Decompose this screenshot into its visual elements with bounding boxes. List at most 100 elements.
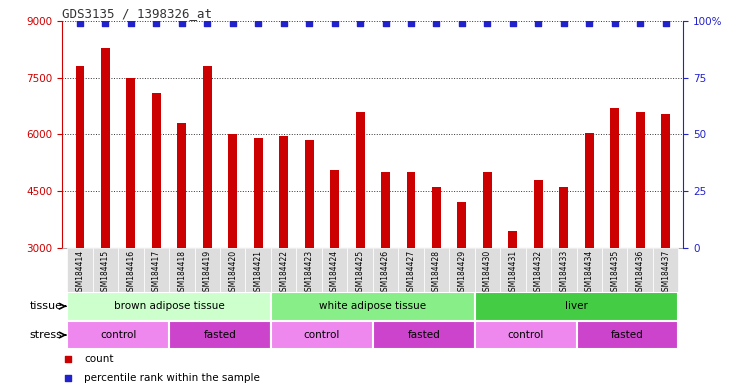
Text: white adipose tissue: white adipose tissue	[319, 301, 426, 311]
Text: GSM184417: GSM184417	[152, 250, 161, 296]
Bar	[424, 248, 450, 292]
Point	[405, 20, 417, 26]
Bar	[398, 248, 424, 292]
Bar	[67, 292, 271, 321]
Text: GSM184435: GSM184435	[610, 250, 619, 296]
Text: count: count	[84, 354, 113, 364]
Bar	[381, 172, 390, 248]
Text: GSM184430: GSM184430	[483, 250, 492, 296]
Text: GSM184431: GSM184431	[508, 250, 518, 296]
Bar	[126, 78, 135, 248]
Bar	[474, 321, 577, 349]
Bar	[305, 140, 314, 248]
Bar	[577, 248, 602, 292]
Bar	[373, 248, 398, 292]
Point	[532, 20, 544, 26]
Text: fasted: fasted	[407, 330, 440, 340]
Point	[329, 20, 341, 26]
Bar	[322, 248, 347, 292]
Bar	[432, 187, 441, 248]
Bar	[559, 187, 568, 248]
Bar	[220, 248, 246, 292]
Bar	[577, 321, 678, 349]
Bar	[551, 248, 577, 292]
Bar	[169, 248, 194, 292]
Bar	[627, 248, 653, 292]
Bar	[271, 292, 474, 321]
Bar	[143, 248, 169, 292]
Bar	[228, 134, 237, 248]
Text: GSM184429: GSM184429	[458, 250, 466, 296]
Bar	[509, 231, 518, 248]
Bar	[279, 136, 288, 248]
Bar	[246, 248, 271, 292]
Text: GSM184426: GSM184426	[381, 250, 390, 296]
Point	[125, 20, 137, 26]
Bar	[373, 321, 474, 349]
Text: GSM184437: GSM184437	[661, 250, 670, 296]
Point	[355, 20, 366, 26]
Point	[202, 20, 213, 26]
Bar	[500, 248, 526, 292]
Bar	[75, 66, 84, 248]
Text: GSM184419: GSM184419	[202, 250, 212, 296]
Text: GSM184433: GSM184433	[559, 250, 568, 296]
Point	[99, 20, 111, 26]
Point	[431, 20, 442, 26]
Bar	[474, 248, 500, 292]
Text: GSM184432: GSM184432	[534, 250, 543, 296]
Point	[62, 356, 75, 362]
Point	[62, 375, 75, 381]
Point	[151, 20, 162, 26]
Text: control: control	[507, 330, 544, 340]
Point	[635, 20, 646, 26]
Text: liver: liver	[565, 301, 588, 311]
Text: GSM184436: GSM184436	[636, 250, 645, 296]
Text: GSM184418: GSM184418	[178, 250, 186, 296]
Bar	[67, 248, 93, 292]
Bar	[330, 170, 339, 248]
Text: GSM184421: GSM184421	[254, 250, 262, 296]
Text: control: control	[100, 330, 137, 340]
Bar	[534, 180, 543, 248]
Text: fasted: fasted	[611, 330, 644, 340]
Text: GSM184420: GSM184420	[228, 250, 238, 296]
Point	[227, 20, 238, 26]
Bar	[526, 248, 551, 292]
Bar	[178, 123, 186, 248]
Text: brown adipose tissue: brown adipose tissue	[114, 301, 224, 311]
Bar	[169, 321, 271, 349]
Text: tissue: tissue	[30, 301, 63, 311]
Text: stress: stress	[30, 330, 63, 340]
Text: GSM184427: GSM184427	[406, 250, 415, 296]
Bar	[458, 202, 466, 248]
Bar	[93, 248, 118, 292]
Bar	[118, 248, 143, 292]
Bar	[296, 248, 322, 292]
Point	[252, 20, 264, 26]
Bar	[101, 48, 110, 248]
Point	[456, 20, 468, 26]
Text: control: control	[303, 330, 340, 340]
Point	[558, 20, 569, 26]
Bar	[585, 132, 594, 248]
Point	[176, 20, 188, 26]
Bar	[636, 112, 645, 248]
Bar	[194, 248, 220, 292]
Point	[303, 20, 315, 26]
Point	[583, 20, 595, 26]
Text: GSM184414: GSM184414	[75, 250, 85, 296]
Bar	[474, 292, 678, 321]
Point	[278, 20, 289, 26]
Point	[379, 20, 391, 26]
Text: fasted: fasted	[204, 330, 236, 340]
Point	[507, 20, 519, 26]
Bar	[602, 248, 627, 292]
Bar	[271, 248, 296, 292]
Text: percentile rank within the sample: percentile rank within the sample	[84, 373, 260, 383]
Point	[482, 20, 493, 26]
Bar	[202, 66, 212, 248]
Bar	[406, 172, 415, 248]
Bar	[653, 248, 678, 292]
Point	[74, 20, 86, 26]
